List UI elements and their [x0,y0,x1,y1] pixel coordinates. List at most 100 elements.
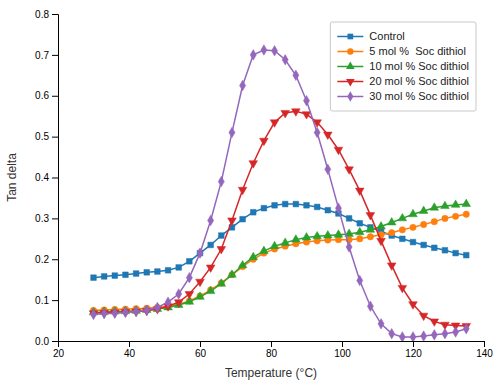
series-marker [293,201,299,207]
series-marker [419,206,428,213]
series-marker [346,216,352,222]
x-tick-label: 100 [334,348,351,359]
series-marker [304,202,310,208]
series-marker [419,313,428,320]
series-marker [249,161,258,168]
x-tick-label: 60 [195,348,207,359]
series-line [94,111,467,326]
series-marker [228,218,237,225]
x-axis-title: Temperature (°C) [225,366,317,380]
series-marker [112,273,118,279]
series-marker [355,227,364,234]
series-marker [387,263,396,270]
series-marker [409,302,418,309]
x-tick-mark [484,341,485,347]
series-line [94,204,467,312]
series-marker [324,231,333,238]
y-tick-label: 0.1 [35,295,49,306]
y-tick: 0.7 [35,50,58,61]
series-marker [431,245,437,251]
series-marker [334,147,343,154]
series-marker [325,207,331,213]
series-marker [293,70,299,81]
series-marker [208,242,214,248]
legend-label: 10 mol % Soc dithiol [369,60,469,72]
legend-label: 30 mol % Soc dithiol [369,90,469,102]
legend-symbol [348,34,354,40]
series-marker [272,46,278,57]
x-tick-mark [271,341,272,347]
series [90,211,469,313]
series-marker [355,188,364,195]
series-marker [409,209,418,216]
series-marker [314,204,320,210]
legend-label: Control [369,30,404,42]
series-marker [410,224,416,230]
series-marker [451,200,460,207]
legend-symbol [346,79,355,86]
legend-label: 5 mol % Soc dithiol [369,45,466,57]
series-marker [389,229,395,235]
series-marker [206,286,215,293]
series-marker [430,319,439,326]
series-marker [453,327,459,338]
series-marker [462,199,471,206]
series-marker [345,167,354,174]
series-marker [101,308,107,319]
series-marker [176,265,182,271]
x-tick: 60 [195,341,207,359]
series-marker [272,202,278,208]
x-tick: 100 [334,341,351,359]
series-marker [453,250,459,256]
y-axis-title: Tan delta [5,153,19,202]
x-tick-label: 80 [266,348,278,359]
legend-frame [330,22,476,111]
y-tick-label: 0.2 [35,254,49,265]
series-marker [90,309,96,320]
series-marker [217,279,226,286]
series-marker [366,213,375,220]
y-tick-mark [52,14,58,15]
y-tick-mark [52,137,58,138]
series-marker [154,302,160,313]
y-axis-line [52,15,59,342]
series-marker [250,50,256,61]
series-marker [400,236,406,242]
x-tick-label: 40 [124,348,136,359]
series-marker [196,292,205,299]
series-marker [302,112,311,119]
series-marker [442,247,448,253]
series-marker [185,292,194,299]
series-marker [421,331,427,341]
y-tick-mark [52,259,58,260]
series-marker [123,272,129,278]
series-marker [238,260,247,267]
legend-symbol [346,62,355,69]
series-marker [218,176,224,187]
series-marker [463,323,469,334]
series-marker [389,328,395,339]
x-tick-label: 20 [53,348,65,359]
series [89,199,470,315]
legend-symbol [347,91,353,102]
series-marker [281,238,290,245]
series-marker [420,221,426,227]
series-marker [442,215,448,221]
series-marker [346,242,352,253]
series-marker [431,330,437,341]
y-axis: 0.00.10.20.30.40.50.60.70.8 [35,9,58,347]
series-marker [250,209,256,215]
series-marker [442,328,448,339]
series-marker [398,285,407,292]
x-tick-mark [413,341,414,347]
series-marker [112,308,118,319]
y-tick-mark [52,178,58,179]
series-marker [410,239,416,245]
y-tick: 0.5 [35,131,58,142]
series-marker [174,300,183,307]
y-tick-mark [52,218,58,219]
series-marker [217,247,226,254]
series-marker [302,233,311,240]
x-tick-mark [200,341,201,347]
y-tick-mark [52,55,58,56]
